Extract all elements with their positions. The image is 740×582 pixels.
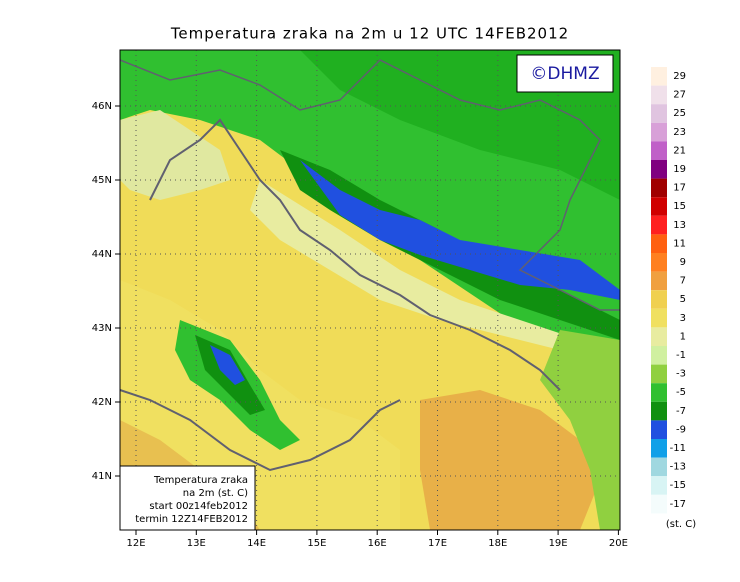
colorbar-box bbox=[651, 253, 667, 272]
colorbar-box bbox=[651, 383, 667, 402]
colorbar-label: 27 bbox=[673, 90, 686, 101]
graticule: 12E 13E 14E 15E 16E 17E 18E 19E 20E 46N 45N 44N 43N 4… bbox=[92, 50, 628, 549]
lon-label: 18E bbox=[488, 538, 507, 549]
colorbar-label: 17 bbox=[673, 183, 686, 194]
colorbar-box bbox=[651, 327, 667, 346]
lon-label: 15E bbox=[307, 538, 326, 549]
colorbar: 29 27 25 23 21 19 17 15 13 11 9 7 5 3 1 -1 -3 -5 -7 -9 -11 -1… bbox=[651, 67, 686, 514]
lon-label: 20E bbox=[609, 538, 628, 549]
lat-label: 42N bbox=[92, 397, 112, 408]
colorbar-label: -11 bbox=[670, 443, 686, 454]
colorbar-label: -9 bbox=[676, 424, 686, 435]
coastlines bbox=[119, 59, 620, 472]
colorbar-box bbox=[651, 401, 667, 421]
colorbar-label: 21 bbox=[673, 145, 686, 156]
colorbar-label: -1 bbox=[676, 350, 686, 361]
colorbar-box bbox=[651, 85, 667, 105]
lat-label: 41N bbox=[92, 471, 112, 482]
colorbar-box bbox=[651, 271, 667, 291]
info-line: termin 12Z14FEB2012 bbox=[135, 514, 248, 525]
lat-label: 44N bbox=[92, 249, 112, 260]
colorbar-box bbox=[651, 197, 667, 216]
logo: ©DHMZ bbox=[530, 64, 599, 84]
lon-label: 12E bbox=[126, 538, 145, 549]
colorbar-box bbox=[651, 476, 667, 495]
colorbar-box bbox=[651, 234, 667, 253]
map-frame bbox=[119, 49, 621, 531]
colorbar-label: -15 bbox=[670, 480, 686, 491]
colorbar-label: -7 bbox=[676, 406, 686, 417]
colorbar-box bbox=[651, 141, 667, 160]
colorbar-box bbox=[651, 178, 667, 198]
colorbar-box bbox=[651, 494, 667, 514]
colorbar-box bbox=[651, 308, 667, 328]
info-line: start 00z14feb2012 bbox=[149, 501, 248, 512]
lon-label: 16E bbox=[368, 538, 387, 549]
info-text: Temperatura zraka na 2m (st. C) start 00z1… bbox=[135, 475, 248, 525]
info-line: na 2m (st. C) bbox=[183, 488, 248, 499]
lon-label: 17E bbox=[428, 538, 447, 549]
colorbar-label: 5 bbox=[680, 294, 686, 305]
colorbar-label: 13 bbox=[673, 220, 686, 231]
colorbar-box bbox=[651, 420, 667, 439]
colorbar-box bbox=[651, 290, 667, 309]
lat-label: 46N bbox=[92, 101, 112, 112]
colorbar-label: 1 bbox=[680, 331, 686, 342]
colorbar-label: 25 bbox=[673, 108, 686, 119]
colorbar-label: 29 bbox=[673, 71, 686, 82]
colorbar-box bbox=[651, 160, 667, 179]
colorbar-label: 9 bbox=[680, 257, 686, 268]
temperature-field bbox=[120, 50, 620, 530]
colorbar-label: -13 bbox=[670, 462, 686, 473]
lon-label: 14E bbox=[247, 538, 266, 549]
colorbar-unit: (st. C) bbox=[666, 519, 696, 530]
lon-label: 13E bbox=[187, 538, 206, 549]
colorbar-label: 15 bbox=[673, 201, 686, 212]
logo-box bbox=[516, 54, 614, 93]
colorbar-box bbox=[651, 215, 667, 235]
colorbar-box bbox=[651, 104, 667, 123]
colorbar-label: 7 bbox=[680, 276, 686, 287]
colorbar-box bbox=[651, 439, 667, 458]
info-box bbox=[119, 465, 256, 531]
colorbar-label: 11 bbox=[673, 238, 686, 249]
colorbar-label: -17 bbox=[670, 499, 686, 510]
colorbar-label: -3 bbox=[676, 369, 686, 380]
colorbar-label: 3 bbox=[680, 313, 686, 324]
lon-label: 19E bbox=[549, 538, 568, 549]
colorbar-box bbox=[651, 67, 667, 86]
colorbar-label: 19 bbox=[673, 164, 686, 175]
colorbar-box bbox=[651, 364, 667, 384]
colorbar-box bbox=[651, 346, 667, 365]
colorbar-box bbox=[651, 122, 667, 142]
lat-label: 43N bbox=[92, 323, 112, 334]
colorbar-label: 23 bbox=[673, 127, 686, 138]
info-line: Temperatura zraka bbox=[153, 475, 248, 486]
map-title: Temperatura zraka na 2m u 12 UTC 14FEB20… bbox=[170, 25, 569, 43]
lat-label: 45N bbox=[92, 175, 112, 186]
colorbar-box bbox=[651, 457, 667, 477]
colorbar-label: -5 bbox=[676, 387, 686, 398]
